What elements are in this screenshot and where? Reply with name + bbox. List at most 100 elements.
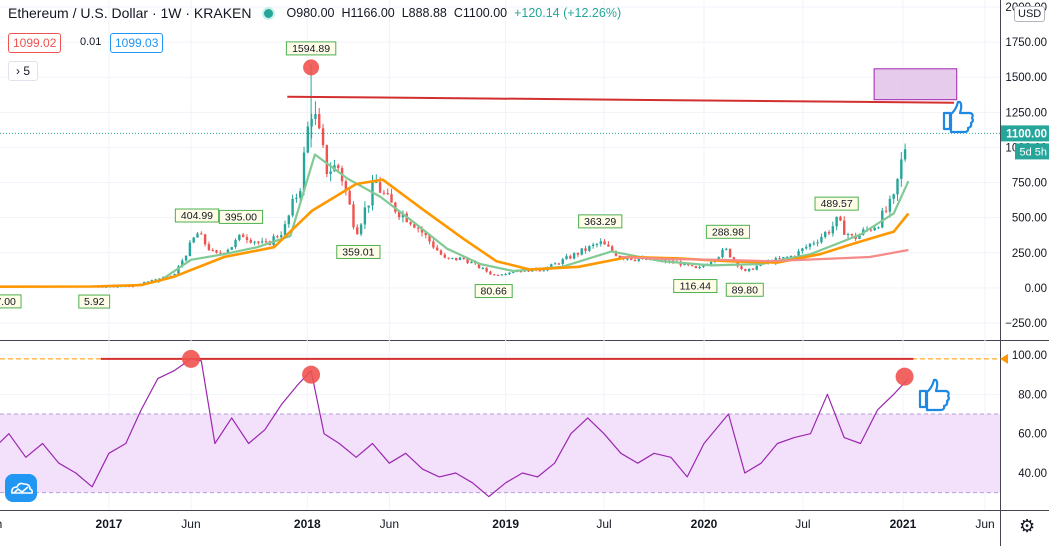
candle-body bbox=[629, 258, 633, 260]
candle-body bbox=[512, 271, 515, 273]
candle-body bbox=[181, 260, 184, 267]
candle-body bbox=[462, 257, 466, 259]
candle-body bbox=[751, 268, 755, 270]
candle-body bbox=[565, 256, 568, 260]
candle-body bbox=[607, 244, 610, 247]
current-price-label: 1100.00 bbox=[1006, 128, 1047, 140]
candle-body bbox=[903, 149, 907, 160]
candle-body bbox=[736, 260, 739, 267]
tradingview-logo-icon[interactable] bbox=[5, 474, 37, 502]
candle-body bbox=[591, 244, 595, 246]
candle-body bbox=[580, 248, 583, 255]
candle-body bbox=[310, 118, 313, 127]
time-tick-label: Jun bbox=[380, 517, 399, 531]
cloud-icon bbox=[11, 482, 34, 494]
candle-body bbox=[896, 178, 899, 195]
price-annotation-label: 363.29 bbox=[584, 216, 616, 228]
candle-body bbox=[435, 247, 439, 251]
candle-body bbox=[824, 232, 827, 237]
candle-body bbox=[321, 128, 325, 146]
time-tick-label: Jul bbox=[596, 517, 611, 531]
candle-body bbox=[283, 224, 287, 236]
settings-gear-icon[interactable]: ⚙ bbox=[1019, 516, 1036, 536]
candle-body bbox=[835, 216, 838, 227]
price-tick-label: 1500.00 bbox=[1005, 72, 1047, 84]
candle-body bbox=[561, 259, 564, 265]
price-annotation-label: 80.66 bbox=[481, 286, 507, 298]
candle-body bbox=[241, 234, 245, 238]
candle-body bbox=[314, 114, 317, 119]
price-tick-label: 1250.00 bbox=[1005, 107, 1047, 119]
candle-body bbox=[744, 269, 747, 272]
candle-body bbox=[808, 243, 812, 247]
price-annotation-label: 395.00 bbox=[225, 211, 257, 223]
candle-body bbox=[291, 198, 294, 216]
price-annotation-box bbox=[474, 284, 513, 299]
rsi-peak-marker bbox=[302, 365, 321, 384]
candle-body bbox=[797, 251, 800, 258]
candle-body bbox=[550, 264, 553, 268]
candle-body bbox=[702, 265, 705, 267]
candle-body bbox=[299, 191, 302, 198]
candle-body bbox=[572, 253, 576, 259]
currency-label[interactable]: USD bbox=[1014, 6, 1046, 22]
candle-body bbox=[375, 182, 378, 184]
candle-body bbox=[812, 243, 816, 245]
indicators-toggle[interactable]: › 5 bbox=[8, 61, 38, 81]
candle-body bbox=[538, 270, 542, 272]
candle-body bbox=[443, 254, 446, 258]
candle-body bbox=[318, 114, 321, 129]
candle-body bbox=[881, 210, 884, 228]
candle-body bbox=[211, 250, 214, 252]
moving-average-line bbox=[157, 153, 910, 284]
candle-body bbox=[519, 271, 523, 273]
candle-body bbox=[371, 182, 374, 206]
candle-body bbox=[234, 240, 237, 248]
candle-body bbox=[439, 250, 443, 255]
candle-body bbox=[352, 204, 355, 228]
candle-body bbox=[257, 241, 260, 243]
candle-body bbox=[390, 194, 393, 203]
candle-body bbox=[386, 193, 389, 195]
candle-body bbox=[219, 252, 222, 254]
candle-body bbox=[721, 249, 724, 258]
countdown-label: 5d 5h bbox=[1019, 146, 1047, 158]
price-annotation-box bbox=[814, 196, 859, 211]
candle-body bbox=[177, 266, 180, 275]
candle-body bbox=[207, 244, 211, 251]
candle-body bbox=[413, 224, 416, 228]
candle-body bbox=[409, 222, 412, 225]
time-tick-label: 2020 bbox=[691, 517, 718, 531]
candle-body bbox=[344, 181, 348, 191]
candle-body bbox=[116, 286, 119, 288]
price-annotation-label: 288.98 bbox=[712, 226, 744, 238]
candle-body bbox=[595, 243, 599, 245]
toggle-chevron-icon: › bbox=[15, 64, 20, 78]
spread-value: 0.01 bbox=[80, 36, 102, 48]
candle-body bbox=[725, 248, 728, 250]
candle-body bbox=[843, 220, 846, 235]
candle-body bbox=[196, 233, 199, 238]
candle-body bbox=[728, 248, 732, 258]
candle-body bbox=[264, 241, 268, 243]
price-annotation-box bbox=[285, 41, 337, 56]
candle-body bbox=[397, 211, 401, 218]
price-annotation-label: 359.01 bbox=[342, 246, 374, 258]
candle-body bbox=[553, 263, 557, 265]
alert-marker-icon bbox=[1000, 353, 1008, 364]
candle-body bbox=[698, 266, 701, 269]
sell-price-button[interactable]: 1099.02 bbox=[8, 33, 62, 53]
candle-body bbox=[230, 247, 233, 250]
symbol-title[interactable]: Ethereum / U.S. Dollar · 1W · KRAKEN bbox=[8, 5, 252, 21]
rsi-line bbox=[0, 358, 909, 498]
moving-average-line bbox=[0, 178, 910, 288]
price-annotation-label: 404.99 bbox=[181, 210, 213, 222]
buy-price-button[interactable]: 1099.03 bbox=[110, 33, 164, 53]
time-tick-label: 2018 bbox=[294, 517, 321, 531]
price-annotation-box bbox=[578, 214, 623, 229]
candle-body bbox=[576, 253, 580, 255]
candle-body bbox=[782, 256, 785, 259]
candle-body bbox=[614, 251, 618, 256]
price-annotation-box bbox=[705, 224, 751, 239]
